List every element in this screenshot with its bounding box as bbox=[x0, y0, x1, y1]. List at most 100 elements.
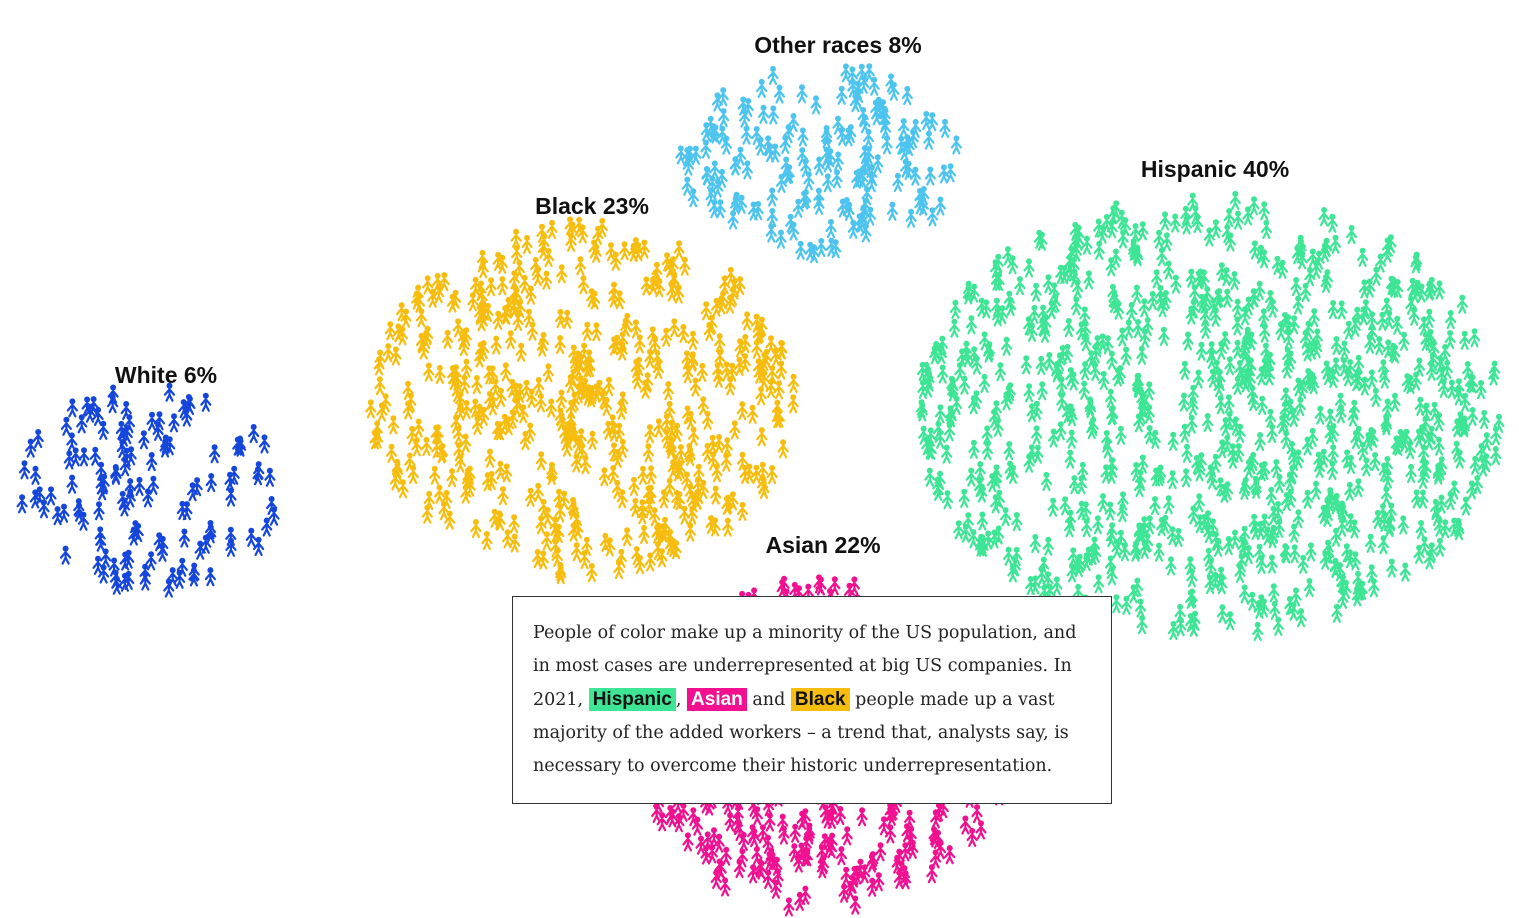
person-icon bbox=[63, 450, 75, 470]
person-icon bbox=[500, 305, 512, 325]
person-icon bbox=[1224, 356, 1236, 376]
person-icon bbox=[706, 175, 719, 195]
person-icon bbox=[145, 551, 157, 571]
person-icon bbox=[120, 401, 132, 421]
person-icon bbox=[1434, 537, 1446, 557]
person-icon bbox=[1478, 409, 1490, 429]
person-icon bbox=[535, 451, 547, 471]
person-icon bbox=[204, 567, 216, 587]
person-icon bbox=[941, 490, 954, 510]
person-icon bbox=[978, 373, 991, 393]
person-icon bbox=[1011, 512, 1023, 532]
person-icon bbox=[1180, 468, 1192, 488]
person-icon bbox=[1195, 341, 1208, 361]
person-icon bbox=[1224, 611, 1236, 631]
person-icon bbox=[442, 329, 454, 349]
person-icon bbox=[1397, 515, 1409, 535]
person-icon bbox=[475, 312, 488, 332]
person-icon bbox=[672, 462, 684, 482]
person-icon bbox=[642, 443, 655, 463]
person-icon bbox=[499, 413, 511, 433]
label-asian: Asian 22% bbox=[765, 532, 881, 558]
person-icon bbox=[1266, 554, 1278, 574]
person-icon bbox=[258, 434, 271, 454]
person-icon bbox=[873, 96, 885, 116]
person-icon bbox=[153, 532, 165, 552]
person-icon bbox=[1147, 291, 1159, 311]
person-icon bbox=[1327, 300, 1339, 320]
person-icon bbox=[1468, 328, 1481, 348]
person-icon bbox=[1178, 392, 1190, 412]
person-icon bbox=[647, 275, 659, 295]
person-icon bbox=[396, 302, 408, 322]
person-icon bbox=[888, 81, 900, 101]
cluster-hispanic bbox=[915, 190, 1505, 642]
person-icon bbox=[501, 463, 513, 483]
person-icon bbox=[76, 414, 88, 434]
person-icon bbox=[555, 389, 568, 409]
person-icon bbox=[843, 201, 855, 221]
person-icon bbox=[1223, 394, 1235, 414]
person-icon bbox=[822, 153, 834, 173]
person-icon bbox=[797, 127, 809, 147]
person-icon bbox=[132, 523, 144, 543]
person-icon bbox=[1260, 219, 1273, 239]
person-icon bbox=[575, 428, 587, 448]
person-icon bbox=[1151, 269, 1163, 289]
person-icon bbox=[365, 399, 377, 419]
person-icon bbox=[634, 334, 646, 354]
person-icon bbox=[1329, 234, 1342, 254]
person-icon bbox=[554, 309, 567, 329]
person-icon bbox=[1215, 395, 1227, 415]
person-icon bbox=[441, 489, 453, 509]
person-icon bbox=[452, 318, 464, 338]
person-icon bbox=[783, 897, 795, 917]
person-icon bbox=[526, 321, 539, 341]
person-icon bbox=[638, 239, 651, 259]
person-icon bbox=[406, 425, 418, 445]
person-icon bbox=[422, 275, 434, 295]
person-icon bbox=[1030, 282, 1042, 302]
person-icon bbox=[712, 362, 724, 382]
person-icon bbox=[664, 477, 676, 497]
person-icon bbox=[751, 126, 763, 146]
person-icon bbox=[950, 135, 963, 155]
person-icon bbox=[836, 85, 848, 105]
person-icon bbox=[1475, 380, 1487, 400]
person-icon bbox=[117, 490, 129, 510]
person-icon bbox=[815, 237, 827, 257]
person-icon bbox=[490, 335, 502, 355]
person-icon bbox=[556, 264, 568, 284]
person-icon bbox=[1268, 583, 1280, 603]
person-icon bbox=[66, 398, 79, 418]
person-icon bbox=[266, 496, 278, 516]
person-icon bbox=[703, 321, 716, 341]
person-icon bbox=[585, 288, 598, 308]
person-icon bbox=[156, 542, 169, 562]
person-icon bbox=[820, 125, 833, 145]
person-icon bbox=[713, 434, 725, 454]
person-icon bbox=[659, 516, 671, 536]
person-icon bbox=[444, 510, 456, 530]
person-icon bbox=[1369, 452, 1381, 472]
person-icon bbox=[714, 349, 726, 369]
person-icon bbox=[757, 461, 769, 481]
person-icon bbox=[686, 505, 698, 525]
person-icon bbox=[653, 418, 665, 438]
person-icon bbox=[497, 486, 509, 506]
person-icon bbox=[739, 353, 751, 373]
person-icon bbox=[485, 277, 497, 297]
person-icon bbox=[727, 210, 739, 230]
person-icon bbox=[752, 201, 764, 221]
person-icon bbox=[1292, 295, 1304, 315]
person-icon bbox=[730, 191, 743, 211]
person-icon bbox=[598, 467, 611, 487]
person-icon bbox=[1326, 460, 1339, 480]
person-icon bbox=[608, 336, 620, 356]
person-icon bbox=[639, 379, 652, 399]
person-icon bbox=[724, 294, 736, 314]
person-icon bbox=[907, 129, 919, 149]
person-icon bbox=[553, 523, 565, 544]
person-icon bbox=[586, 430, 599, 450]
person-icon bbox=[683, 443, 696, 463]
